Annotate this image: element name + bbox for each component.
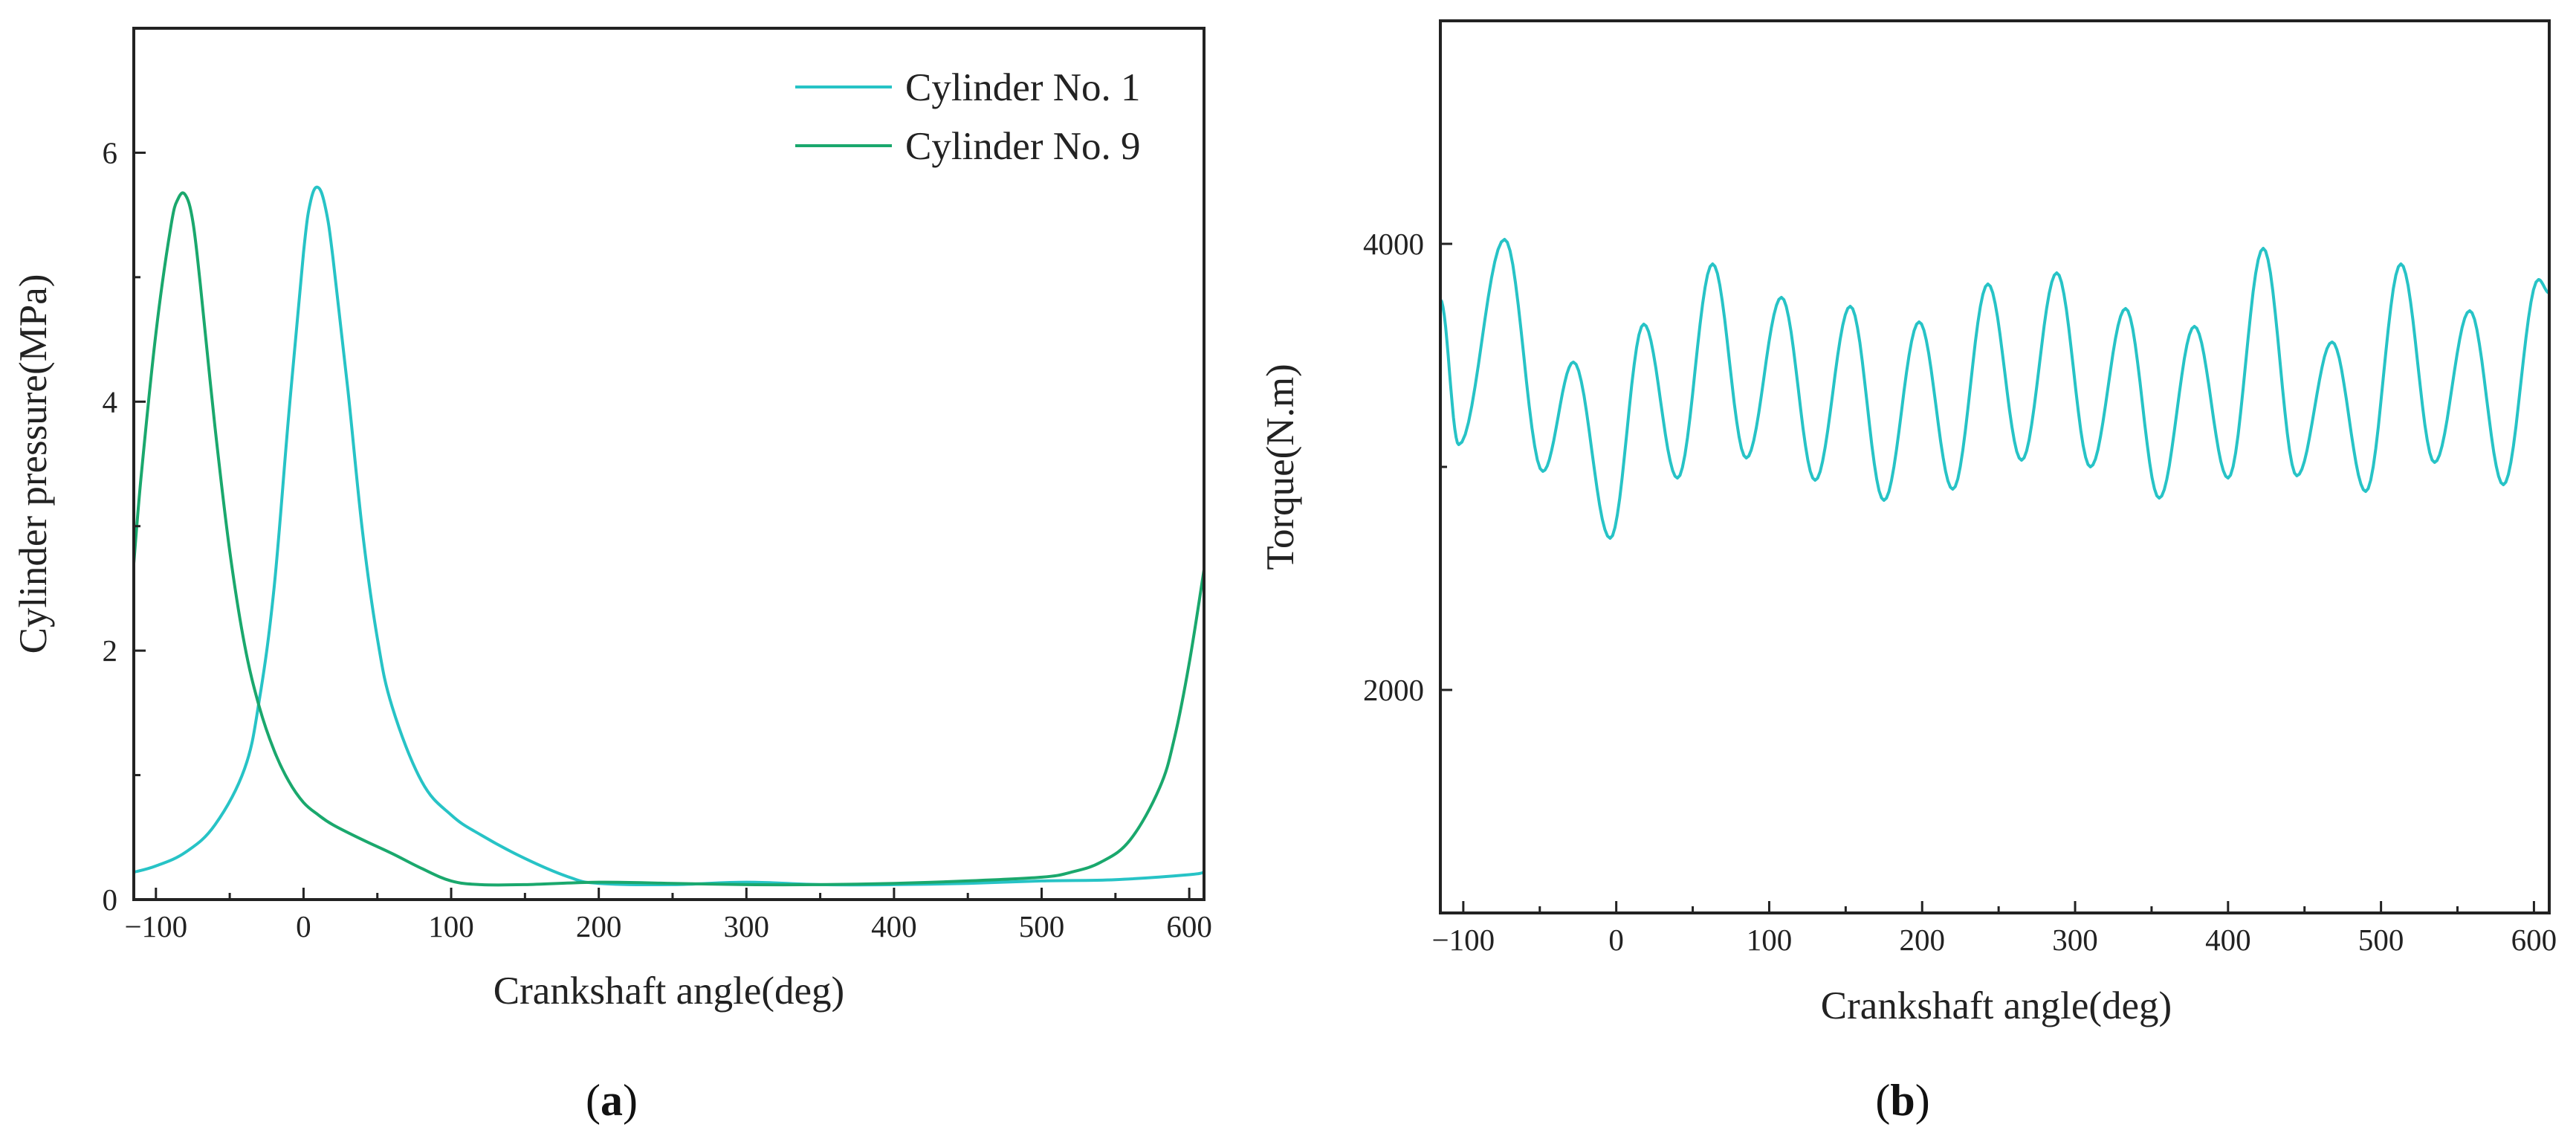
panel-a-y-tick-labels: 0 2 4 6 bbox=[103, 135, 118, 917]
panel-b-y-tick-labels: 2000 4000 bbox=[1363, 227, 1424, 707]
series-line-cylinder-no-9 bbox=[132, 191, 1206, 887]
panel-a-y-axis-title: Cylinder pressure(MPa) bbox=[12, 274, 55, 654]
y-tick-label: 4 bbox=[103, 384, 118, 419]
x-tick-label: 200 bbox=[576, 909, 622, 943]
x-tick-label: 100 bbox=[1747, 923, 1793, 957]
series-line-cylinder-no-1 bbox=[133, 185, 1205, 887]
legend-label-cylinder-no-9: Cylinder No. 9 bbox=[905, 125, 1141, 168]
x-tick-label: 200 bbox=[1899, 923, 1945, 957]
x-tick-label: 400 bbox=[871, 909, 917, 943]
x-tick-label: −100 bbox=[124, 909, 187, 943]
panel-a-plot-frame bbox=[132, 27, 1206, 901]
y-tick-label: 6 bbox=[103, 135, 118, 170]
panel-b-caption-letter: b bbox=[1890, 1076, 1915, 1125]
x-tick-label: 600 bbox=[2511, 923, 2557, 957]
panel-b-x-axis-title: Crankshaft angle(deg) bbox=[1821, 984, 2172, 1027]
x-tick-label: 500 bbox=[1019, 909, 1065, 943]
x-tick-label: −100 bbox=[1432, 923, 1495, 957]
panel-b-caption-label: (b) bbox=[1875, 1076, 1929, 1125]
x-tick-label: 300 bbox=[724, 909, 770, 943]
x-tick-label: 400 bbox=[2205, 923, 2251, 957]
y-tick-label: 0 bbox=[103, 882, 118, 917]
panel-b-y-axis-title: Torque(N.m) bbox=[1259, 364, 1302, 569]
y-tick-label: 2 bbox=[103, 633, 118, 668]
panel-a-legend: Cylinder No. 1 Cylinder No. 9 bbox=[795, 66, 1141, 168]
chart-panel-b: −100 0 100 200 300 400 500 600 2000 4000 Cranksh… bbox=[1259, 19, 2557, 1125]
series-line-torque bbox=[1439, 238, 2550, 540]
panel-a-series-group bbox=[132, 185, 1206, 887]
panel-a-x-axis-title: Crankshaft angle(deg) bbox=[493, 969, 844, 1013]
x-tick-label: 0 bbox=[1608, 923, 1624, 957]
x-tick-label: 100 bbox=[428, 909, 474, 943]
x-tick-label: 0 bbox=[296, 909, 311, 943]
panel-b-series-group bbox=[1439, 238, 2550, 540]
x-tick-label: 300 bbox=[2052, 923, 2098, 957]
x-tick-label: 500 bbox=[2358, 923, 2404, 957]
panel-b-axis-ticks bbox=[1440, 19, 2535, 913]
panel-b-x-tick-labels: −100 0 100 200 300 400 500 600 bbox=[1432, 923, 2557, 957]
x-tick-label: 600 bbox=[1166, 909, 1212, 943]
y-tick-label: 4000 bbox=[1363, 227, 1424, 261]
y-tick-label: 2000 bbox=[1363, 673, 1424, 707]
panel-a-x-tick-labels: −100 0 100 200 300 400 500 600 bbox=[124, 909, 1211, 943]
panel-a-caption-label: (a) bbox=[586, 1076, 638, 1125]
panel-a-axis-ticks bbox=[134, 27, 1191, 901]
panel-b-plot-frame bbox=[1439, 19, 2551, 914]
legend-label-cylinder-no-1: Cylinder No. 1 bbox=[905, 66, 1141, 109]
panel-a-caption-letter: a bbox=[601, 1076, 623, 1125]
